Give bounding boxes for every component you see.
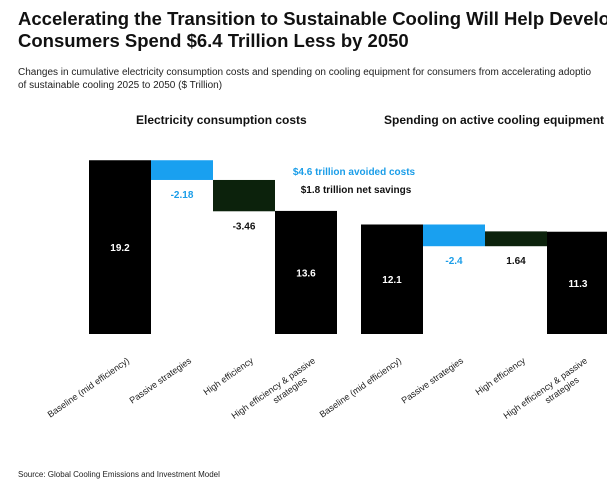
value-label-equipment-2: 1.64 [506,256,526,267]
category-label-text: Baseline (mid efficiency) [318,355,404,419]
chart-title-line-2: Consumers Spend $6.4 Trillion Less by 20… [18,30,409,51]
category-label-text: Baseline (mid efficiency) [46,355,132,419]
bar-electricity-1 [151,160,213,180]
chart-subtitle-line-2: of sustainable cooling 2025 to 2050 ($ T… [18,80,223,91]
value-label-electricity-3: 13.6 [296,268,316,279]
category-label-text: High efficiency [202,355,256,397]
chart-subtitle-line-1: Changes in cumulative electricity consum… [18,67,592,78]
chart-title: Accelerating the Transition to Sustainab… [18,8,607,52]
bar-equipment-2 [485,231,547,247]
source-note: Source: Global Cooling Emissions and Inv… [18,470,220,479]
category-label-equipment-2: High efficiency [474,355,528,397]
panel-title-equipment: Spending on active cooling equipment [384,113,605,127]
bar-equipment-0 [361,224,423,334]
bar-electricity-0 [89,160,151,334]
bar-electricity-3 [275,210,337,334]
category-label-electricity-2: High efficiency [202,355,256,397]
value-label-electricity-2: -3.46 [233,221,256,232]
bar-equipment-1 [423,224,485,247]
category-label-text: Passive strategies [128,355,194,405]
category-label-electricity-1: Passive strategies [128,355,194,405]
bar-equipment-3 [547,231,607,334]
annotation-avoided-costs: $4.6 trillion avoided costs [293,167,416,178]
category-label-equipment-0: Baseline (mid efficiency) [318,355,404,419]
category-label-equipment-1: Passive strategies [400,355,466,405]
value-label-electricity-1: -2.18 [171,190,194,201]
category-label-electricity-0: Baseline (mid efficiency) [46,355,132,419]
value-label-equipment-0: 12.1 [382,275,402,286]
annotation-net-savings: $1.8 trillion net savings [301,185,412,196]
category-label-text: High efficiency [474,355,528,397]
panel-title-electricity: Electricity consumption costs [136,113,307,127]
chart-subtitle: Changes in cumulative electricity consum… [18,66,607,92]
value-label-equipment-3: 11.3 [569,279,588,290]
value-label-electricity-0: 19.2 [110,243,130,254]
bar-electricity-2 [213,179,275,212]
value-label-equipment-1: -2.4 [445,256,463,267]
category-label-text: Passive strategies [400,355,466,405]
chart-title-line-1: Accelerating the Transition to Sustainab… [18,8,607,29]
